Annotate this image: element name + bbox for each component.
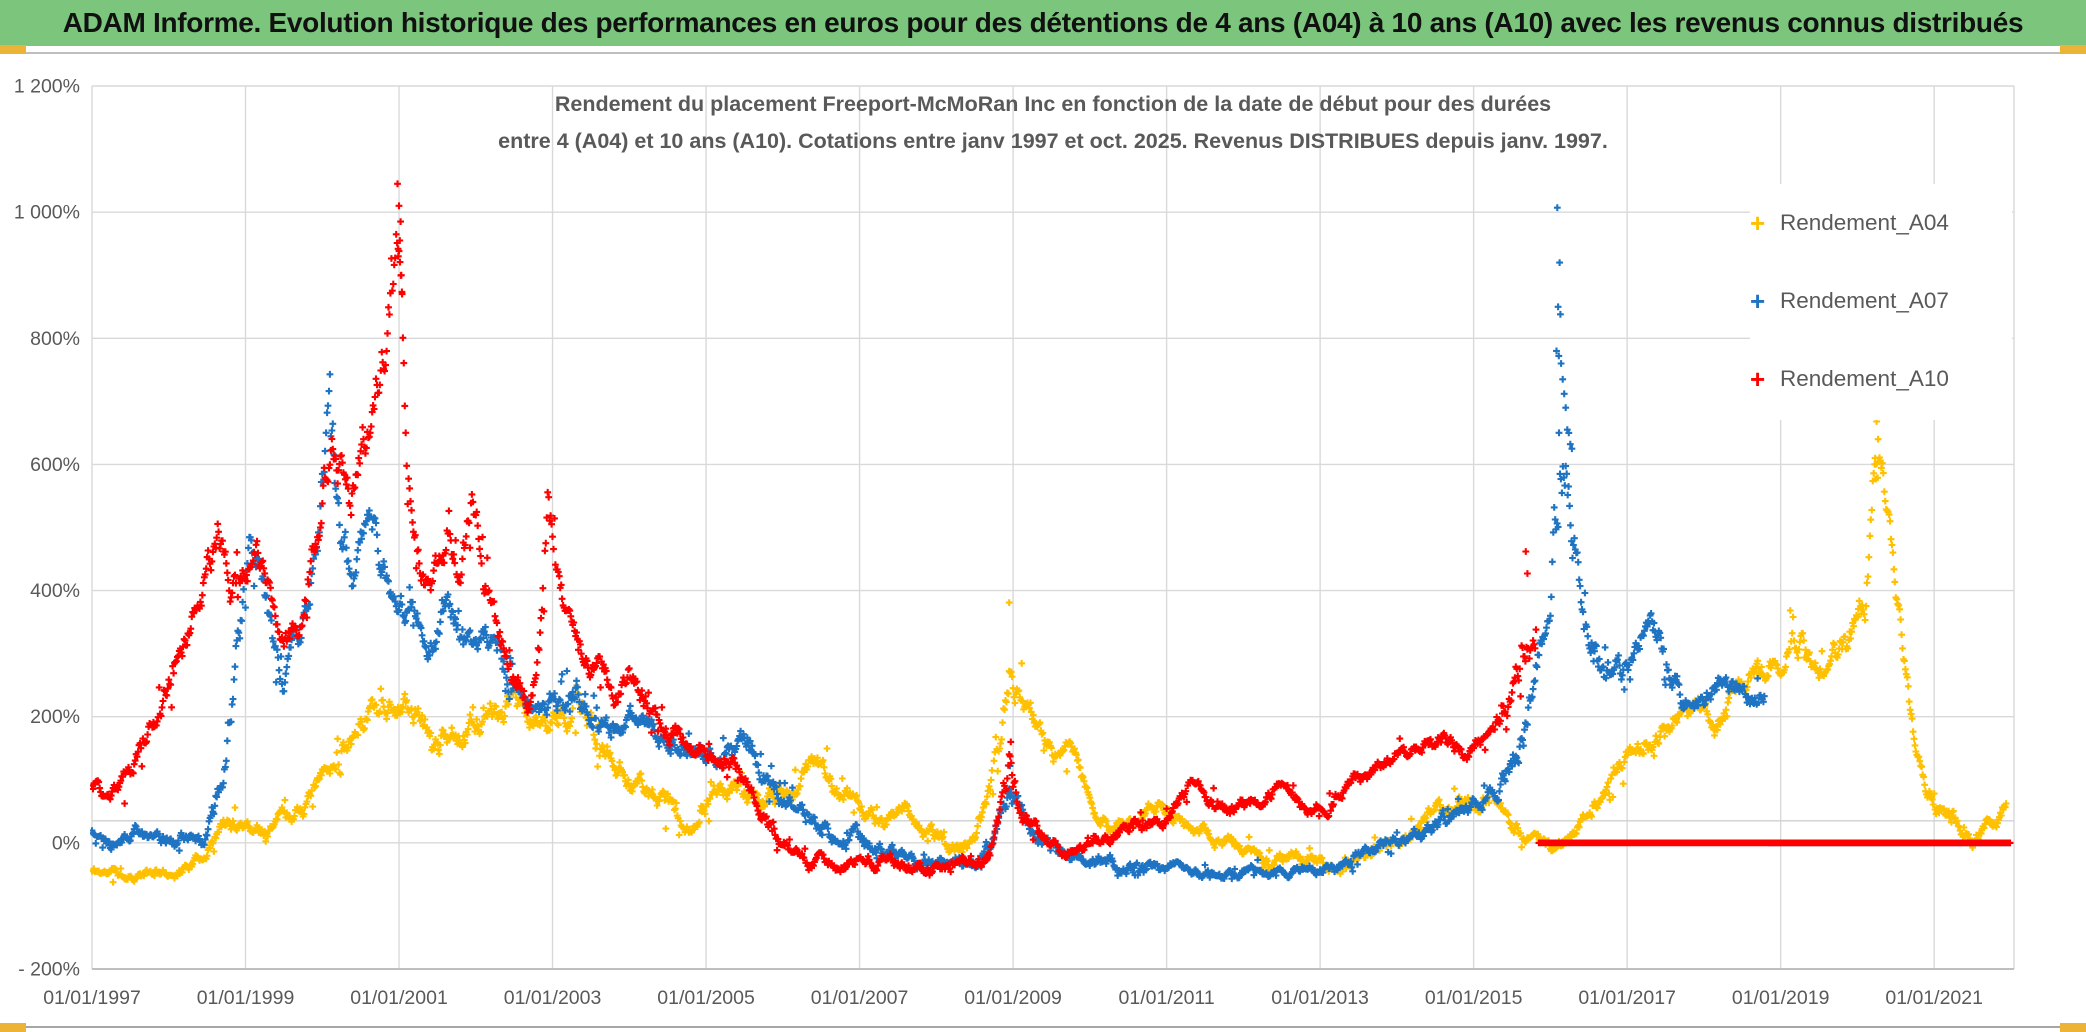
y-tick-label: 800%: [30, 328, 80, 350]
legend-label: Rendement_A10: [1780, 366, 1949, 391]
chart-top-border: [0, 52, 2086, 54]
y-tick-label: 0%: [52, 832, 80, 854]
legend-item-a10[interactable]: + Rendement_A10: [1750, 340, 2012, 418]
y-tick-label: 1 000%: [14, 202, 80, 224]
chart-bottom-border: [0, 1026, 2086, 1028]
scatter-series-rendement_a07: [90, 204, 2014, 883]
plus-marker-icon: +: [1750, 363, 1766, 394]
x-tick-label: 01/01/1997: [43, 987, 141, 1009]
y-tick-label: 200%: [30, 706, 80, 728]
y-tick-label: 1 200%: [14, 76, 80, 98]
banner: ADAM Informe. Evolution historique des p…: [0, 0, 2086, 46]
x-tick-label: 01/01/2021: [1885, 987, 1983, 1009]
gold-handle-top-left: [0, 45, 26, 54]
x-tick-label: 01/01/2013: [1271, 987, 1369, 1009]
x-tick-label: 01/01/2015: [1425, 987, 1523, 1009]
x-tick-label: 01/01/2001: [350, 987, 448, 1009]
scatter-series-rendement_a04: [90, 418, 2010, 886]
gold-handle-top-right: [2060, 45, 2086, 54]
scatter-series-rendement_a10: [90, 180, 2014, 879]
x-tick-label: 01/01/2011: [1119, 987, 1215, 1009]
legend-item-a04[interactable]: + Rendement_A04: [1750, 184, 2012, 262]
x-tick-label: 01/01/2003: [504, 987, 602, 1009]
x-tick-label: 01/01/2019: [1732, 987, 1830, 1009]
x-tick-label: 01/01/1999: [197, 987, 295, 1009]
gold-handle-bottom-left: [0, 1023, 26, 1032]
legend-item-a07[interactable]: + Rendement_A07: [1750, 262, 2012, 340]
gridlines: [91, 85, 2015, 970]
x-tick-label: 01/01/2005: [657, 987, 755, 1009]
y-tick-label: 400%: [30, 580, 80, 602]
gold-handle-bottom-right: [2060, 1023, 2086, 1032]
legend-label: Rendement_A04: [1780, 210, 1949, 235]
y-tick-label: - 200%: [18, 959, 80, 981]
plus-marker-icon: +: [1750, 207, 1766, 238]
y-tick-label: 600%: [30, 454, 80, 476]
y-axis-labels: 1 200% 1 000% 800% 600% 400% 200% 0% - 200%: [14, 76, 80, 981]
legend-label: Rendement_A07: [1780, 288, 1949, 313]
x-axis-labels: 01/01/1997 01/01/1999 01/01/2001 01/01/2003…: [43, 987, 1983, 1009]
x-tick-label: 01/01/2009: [964, 987, 1062, 1009]
x-tick-label: 01/01/2007: [811, 987, 909, 1009]
plus-marker-icon: +: [1750, 285, 1766, 316]
legend: + Rendement_A04 + Rendement_A07 + Rendem…: [1750, 184, 2012, 420]
x-tick-label: 01/01/2017: [1578, 987, 1676, 1009]
banner-title: ADAM Informe. Evolution historique des p…: [62, 7, 2024, 38]
